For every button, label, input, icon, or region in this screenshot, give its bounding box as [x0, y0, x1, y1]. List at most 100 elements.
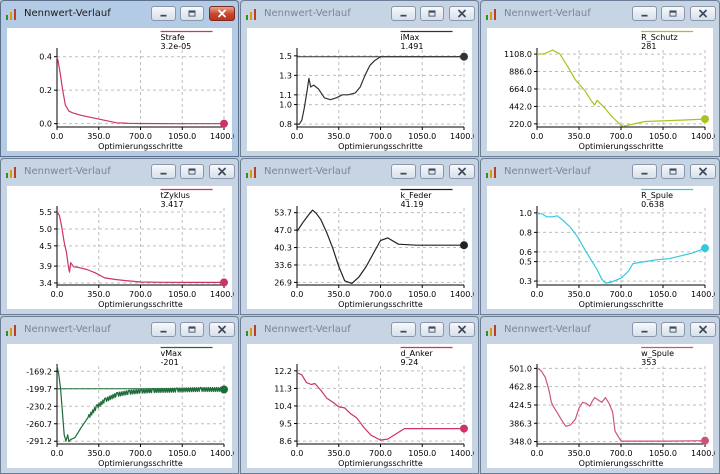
- x-tick-label: 1050.0: [649, 449, 677, 458]
- minimize-icon: [160, 172, 167, 175]
- y-tick-label: 386.3: [509, 419, 532, 428]
- close-button[interactable]: [690, 164, 716, 179]
- title-bar[interactable]: Nennwert-Verlauf: [241, 317, 478, 344]
- chart-window-wspule[interactable]: Nennwert-Verlauf 501.0 462.8 424.5 386.3 348.…: [480, 316, 720, 474]
- chart-window-rspule[interactable]: Nennwert-Verlauf 1.0 0.8 0.6 0.5 0.3 0.0 350.0 7…: [480, 158, 720, 315]
- chart-window-rschutz[interactable]: Nennwert-Verlauf 1108.0 886.0 664.0 442.0 220…: [480, 0, 720, 157]
- minimize-button[interactable]: [632, 6, 657, 21]
- x-tick-label: 1400.0: [450, 290, 474, 299]
- title-bar[interactable]: Nennwert-Verlauf: [241, 159, 478, 186]
- plot-area: 0.4 0.2 0.0 0.0 350.0 700.0 1050.0 1400.0 Optimi…: [7, 28, 234, 151]
- chart-app-icon: [6, 167, 18, 178]
- chart-imax: 1.5 1.3 1.11.0 0.8 0.0 350.0 700.0 1050.0 1400.0…: [279, 30, 474, 151]
- chart-window-tzyklus[interactable]: Nennwert-Verlauf 5.5 5.0 4.5 3.9 3.4 0.0 350.0 7…: [0, 158, 239, 315]
- title-bar[interactable]: Nennwert-Verlauf: [481, 159, 719, 186]
- legend-series-name: R_Schutz: [641, 33, 678, 42]
- chart-app-icon: [6, 325, 18, 336]
- title-bar[interactable]: Nennwert-Verlauf: [481, 1, 719, 28]
- y-tick-label: 26.9: [274, 278, 292, 287]
- legend-current-value: 0.638: [641, 200, 664, 209]
- chart-app-icon: [486, 167, 498, 178]
- y-tick-label: -230.2: [26, 402, 52, 411]
- x-tick-label: 700.0: [129, 449, 152, 458]
- x-tick-label: 350.0: [568, 132, 591, 141]
- close-button[interactable]: [209, 6, 235, 21]
- y-tick-label: 442.0: [509, 102, 532, 111]
- chart-window-kfeder[interactable]: Nennwert-Verlauf 53.7 47.0 40.3 33.6 26.9 0.0 3…: [240, 158, 479, 315]
- minimize-button[interactable]: [151, 322, 176, 337]
- minimize-button[interactable]: [391, 164, 416, 179]
- window-title: Nennwert-Verlauf: [264, 8, 351, 19]
- x-tick-label: 1400.0: [691, 132, 715, 141]
- plot-area: 1.0 0.8 0.60.5 0.3 0.0 350.0 700.0 1050.0 1400.0…: [487, 186, 715, 309]
- minimize-button[interactable]: [391, 322, 416, 337]
- x-tick-label: 1050.0: [168, 132, 196, 141]
- plot-area: -169.2 -199.7 -230.2 -260.7 -291.2 0.0 350.0 70…: [7, 344, 234, 468]
- y-tick-label: 33.6: [274, 261, 292, 270]
- close-button[interactable]: [449, 6, 475, 21]
- legend-series-name: k_Feder: [401, 191, 433, 200]
- close-button[interactable]: [209, 322, 235, 337]
- maximize-button[interactable]: [180, 164, 204, 179]
- maximize-icon: [428, 10, 436, 17]
- x-tick-label: 1400.0: [210, 132, 234, 141]
- close-button[interactable]: [690, 322, 716, 337]
- maximize-button[interactable]: [661, 164, 685, 179]
- maximize-button[interactable]: [180, 322, 204, 337]
- close-button[interactable]: [209, 164, 235, 179]
- maximize-button[interactable]: [420, 6, 444, 21]
- y-tick-label: 462.8: [509, 383, 532, 392]
- y-tick-label: 53.7: [274, 209, 292, 218]
- current-value-marker: [460, 241, 468, 250]
- current-value-marker: [701, 244, 709, 253]
- chart-app-icon: [246, 9, 258, 20]
- chart-app-icon: [6, 9, 18, 20]
- x-tick-label: 0.0: [51, 449, 64, 458]
- close-button[interactable]: [449, 164, 475, 179]
- minimize-button[interactable]: [151, 6, 176, 21]
- x-tick-label: 0.0: [51, 132, 64, 141]
- title-bar[interactable]: Nennwert-Verlauf: [1, 317, 238, 344]
- minimize-button[interactable]: [151, 164, 176, 179]
- close-button[interactable]: [690, 6, 716, 21]
- x-tick-label: 700.0: [129, 132, 152, 141]
- close-icon: [458, 325, 466, 334]
- chart-app-icon: [246, 325, 258, 336]
- minimize-button[interactable]: [632, 322, 657, 337]
- title-bar[interactable]: Nennwert-Verlauf: [1, 159, 238, 186]
- maximize-button[interactable]: [420, 164, 444, 179]
- legend-series-name: Strafe: [161, 33, 185, 42]
- title-bar[interactable]: Nennwert-Verlauf: [1, 1, 238, 28]
- y-tick-label: 501.0: [509, 364, 532, 373]
- x-tick-label: 1050.0: [649, 290, 677, 299]
- title-bar[interactable]: Nennwert-Verlauf: [241, 1, 478, 28]
- minimize-icon: [641, 172, 648, 175]
- close-button[interactable]: [449, 322, 475, 337]
- minimize-button[interactable]: [632, 164, 657, 179]
- y-tick-label: 0.3: [519, 277, 532, 286]
- close-icon: [218, 9, 226, 18]
- y-tick-label: 1.0: [519, 209, 532, 218]
- chart-window-imax[interactable]: Nennwert-Verlauf 1.5 1.3 1.1 1.0 0.8 0.0 350.0 7…: [240, 0, 479, 157]
- chart-kfeder: 53.7 47.0 40.3 33.6 26.9 0.0 350.0 700.0 1050.0 1…: [274, 188, 474, 309]
- series-line-imax: [297, 56, 464, 125]
- maximize-icon: [669, 326, 677, 333]
- maximize-button[interactable]: [420, 322, 444, 337]
- chart-window-strafe[interactable]: Nennwert-Verlauf 0.4 0.2 0.0 0.0 350.0 700.0 10…: [0, 0, 239, 157]
- x-tick-label: 350.0: [568, 449, 591, 458]
- chart-vmax: -169.2 -199.7 -230.2 -260.7 -291.2 0.0 350.0 70…: [26, 346, 234, 468]
- y-tick-label: 0.4: [39, 53, 52, 62]
- title-bar[interactable]: Nennwert-Verlauf: [481, 317, 719, 344]
- close-icon: [458, 9, 466, 18]
- y-tick-label: 40.3: [274, 244, 292, 253]
- maximize-button[interactable]: [180, 6, 204, 21]
- x-axis-label: Optimierungsschritte: [98, 300, 183, 309]
- chart-window-danker[interactable]: Nennwert-Verlauf 12.2 11.3 10.4 9.5 8.6 0.0 350…: [240, 316, 479, 474]
- maximize-button[interactable]: [661, 322, 685, 337]
- chart-window-vmax[interactable]: Nennwert-Verlauf -169.2 -199.7 -230.2 -260.7…: [0, 316, 239, 474]
- maximize-icon: [188, 10, 196, 17]
- y-tick-label: 1108.0: [504, 50, 532, 59]
- maximize-button[interactable]: [661, 6, 685, 21]
- series-line-danker: [296, 372, 464, 441]
- minimize-button[interactable]: [391, 6, 416, 21]
